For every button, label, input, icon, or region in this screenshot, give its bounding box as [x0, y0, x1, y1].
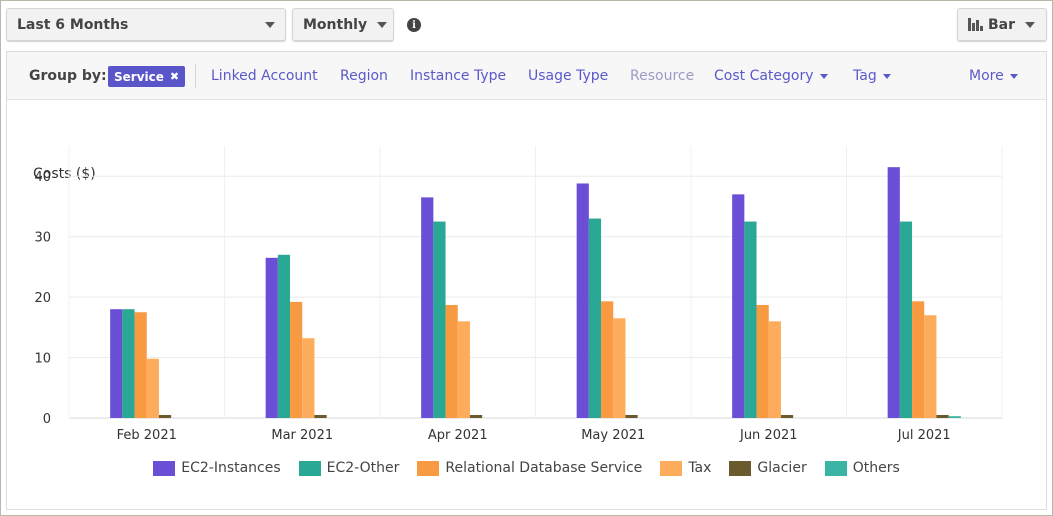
legend-label: EC2-Instances [181, 460, 281, 476]
chart-grid [68, 146, 1003, 419]
bar-tax-1[interactable] [302, 338, 315, 418]
legend-label: Others [852, 460, 900, 476]
top-toolbar: Last 6 Months Monthly i Bar [1, 1, 1052, 49]
group-by-tag[interactable]: Tag [853, 68, 891, 84]
bar-relational-database-service-3[interactable] [601, 301, 614, 418]
group-by-more[interactable]: More [969, 68, 1018, 84]
bar-ec2-other-2[interactable] [433, 221, 446, 418]
bar-ec2-other-3[interactable] [588, 218, 602, 418]
bar-ec2-instances-4[interactable] [732, 194, 745, 418]
bar-glacier-3[interactable] [625, 414, 638, 418]
granularity-label: Monthly [303, 16, 368, 33]
bar-relational-database-service-0[interactable] [134, 312, 147, 418]
group-by-linked-account[interactable]: Linked Account [211, 68, 318, 84]
info-icon[interactable]: i [407, 18, 421, 32]
chart-type-dropdown[interactable]: Bar [957, 8, 1047, 41]
legend-label: Relational Database Service [445, 460, 643, 476]
chevron-down-icon [377, 21, 388, 28]
bar-ec2-other-0[interactable] [122, 309, 135, 418]
chevron-down-icon [882, 73, 891, 79]
legend-item[interactable]: Tax [660, 460, 711, 476]
group-by-resource: Resource [630, 68, 695, 84]
legend-label: Tax [688, 460, 712, 476]
y-tick-label: 20 [34, 291, 51, 306]
legend-item[interactable]: Others [824, 460, 900, 476]
date-range-dropdown[interactable]: Last 6 Months [6, 8, 286, 41]
bar-ec2-instances-1[interactable] [265, 257, 278, 418]
group-by-label: Group by: [29, 68, 107, 84]
group-by-cost-category[interactable]: Cost Category [714, 68, 828, 84]
group-by-instance-type[interactable]: Instance Type [410, 68, 507, 84]
group-by-selected-chip[interactable]: Service ✖ [108, 66, 186, 87]
cost-bar-chart: Costs ($) 0 10 20 30 40 Feb 2021 Mar 2021 Apr 2… [33, 146, 1003, 443]
legend-label: EC2-Other [326, 460, 400, 476]
bar-others-5[interactable] [948, 416, 961, 418]
chevron-down-icon [1025, 21, 1036, 28]
bar-ec2-other-1[interactable] [277, 254, 291, 418]
x-tick-label: Jul 2021 [897, 428, 951, 443]
bar-glacier-2[interactable] [469, 414, 483, 418]
bar-glacier-4[interactable] [780, 414, 794, 418]
chart-type-label: Bar [988, 16, 1016, 33]
chevron-down-icon [265, 21, 275, 28]
legend-swatch [729, 460, 752, 476]
y-tick-label: 0 [43, 412, 51, 427]
x-tick-label: Apr 2021 [428, 428, 488, 443]
bar-relational-database-service-4[interactable] [756, 304, 769, 418]
x-tick-label: Jun 2021 [739, 428, 798, 443]
tag-label: Tag [853, 68, 877, 84]
x-tick-label: Mar 2021 [271, 428, 333, 443]
bar-relational-database-service-5[interactable] [912, 301, 925, 418]
bar-tax-5[interactable] [924, 315, 937, 418]
bar-relational-database-service-1[interactable] [290, 301, 303, 418]
chevron-down-icon [819, 73, 828, 79]
bar-ec2-instances-5[interactable] [887, 167, 900, 418]
y-tick-label: 30 [34, 231, 51, 246]
chevron-down-icon [1009, 73, 1018, 79]
bar-relational-database-service-2[interactable] [445, 304, 458, 418]
legend-item[interactable]: EC2-Other [298, 460, 400, 476]
group-by-usage-type[interactable]: Usage Type [528, 68, 609, 84]
legend-item[interactable]: Relational Database Service [417, 460, 642, 476]
x-tick-label: Feb 2021 [117, 428, 177, 443]
legend-label: Glacier [757, 460, 807, 476]
group-by-bar: Group by: Service ✖ Linked Account Regio… [7, 52, 1046, 100]
legend-swatch [824, 460, 847, 476]
bar-glacier-0[interactable] [158, 414, 172, 418]
bar-ec2-instances-3[interactable] [576, 183, 589, 418]
legend-swatch [153, 460, 176, 476]
legend-swatch [660, 460, 683, 476]
bar-glacier-5[interactable] [936, 414, 949, 418]
granularity-dropdown[interactable]: Monthly [292, 8, 394, 41]
bar-chart-icon [968, 18, 983, 31]
chart-axis-labels: 0 10 20 30 40 Feb 2021 Mar 2021 Apr 2021 May 202… [34, 170, 950, 443]
group-by-region[interactable]: Region [340, 68, 388, 84]
more-label: More [969, 68, 1004, 84]
bar-ec2-other-4[interactable] [744, 221, 757, 418]
date-range-label: Last 6 Months [17, 16, 129, 33]
legend-swatch [417, 460, 440, 476]
y-tick-label: 10 [34, 352, 51, 367]
legend-item[interactable]: Glacier [729, 460, 807, 476]
group-by-selected-label: Service [114, 69, 164, 84]
y-axis-title: Costs ($) [33, 166, 96, 182]
divider [195, 64, 196, 88]
close-icon[interactable]: ✖ [169, 70, 180, 83]
chart-legend: EC2-Instances EC2-Other Relational Databas… [7, 456, 1046, 480]
bar-ec2-other-5[interactable] [899, 221, 913, 418]
cost-category-label: Cost Category [714, 68, 814, 84]
legend-item[interactable]: EC2-Instances [153, 460, 281, 476]
bar-ec2-instances-0[interactable] [110, 309, 123, 418]
bar-tax-2[interactable] [457, 321, 470, 418]
bar-tax-0[interactable] [146, 358, 159, 418]
chart-panel: Group by: Service ✖ Linked Account Regio… [6, 51, 1047, 510]
bar-tax-4[interactable] [768, 321, 781, 418]
bar-glacier-1[interactable] [314, 414, 327, 418]
y-tick-label: 40 [34, 170, 51, 185]
x-tick-label: May 2021 [581, 428, 645, 443]
bar-tax-3[interactable] [613, 318, 626, 418]
legend-swatch [298, 460, 321, 476]
bar-ec2-instances-2[interactable] [421, 197, 434, 418]
chart-bars [110, 167, 961, 418]
